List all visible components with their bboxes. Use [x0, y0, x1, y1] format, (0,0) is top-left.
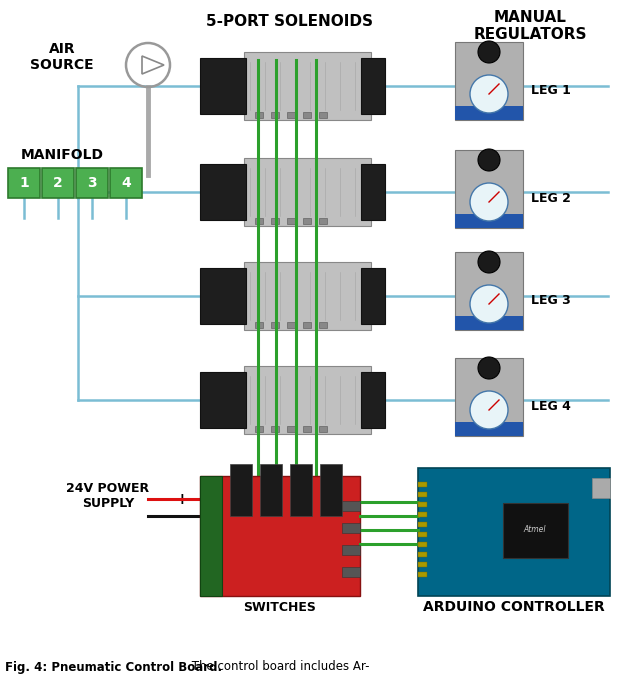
FancyBboxPatch shape: [255, 322, 263, 328]
Text: 1: 1: [19, 176, 29, 190]
FancyBboxPatch shape: [418, 492, 427, 497]
FancyBboxPatch shape: [320, 464, 342, 516]
FancyBboxPatch shape: [287, 426, 295, 432]
Text: 3: 3: [87, 176, 97, 190]
FancyBboxPatch shape: [503, 503, 568, 558]
Circle shape: [470, 75, 508, 113]
FancyBboxPatch shape: [303, 112, 311, 118]
FancyBboxPatch shape: [361, 372, 385, 428]
FancyBboxPatch shape: [418, 552, 427, 557]
Text: -: -: [182, 508, 188, 523]
FancyBboxPatch shape: [271, 218, 279, 224]
FancyBboxPatch shape: [244, 52, 371, 120]
FancyBboxPatch shape: [342, 523, 360, 533]
Text: LEG 3: LEG 3: [531, 294, 571, 307]
FancyBboxPatch shape: [110, 168, 142, 198]
FancyBboxPatch shape: [271, 426, 279, 432]
FancyBboxPatch shape: [592, 478, 610, 498]
FancyBboxPatch shape: [418, 562, 427, 567]
Circle shape: [478, 251, 500, 273]
Circle shape: [478, 149, 500, 171]
FancyBboxPatch shape: [342, 501, 360, 511]
Circle shape: [478, 41, 500, 63]
FancyBboxPatch shape: [418, 572, 427, 577]
Circle shape: [478, 357, 500, 379]
Circle shape: [470, 391, 508, 429]
FancyBboxPatch shape: [455, 150, 523, 228]
FancyBboxPatch shape: [290, 464, 312, 516]
FancyBboxPatch shape: [255, 112, 263, 118]
Text: Fig. 4: Pneumatic Control Board.: Fig. 4: Pneumatic Control Board.: [5, 661, 222, 674]
FancyBboxPatch shape: [418, 522, 427, 527]
Text: ARDUINO CONTROLLER: ARDUINO CONTROLLER: [423, 600, 605, 614]
FancyBboxPatch shape: [418, 542, 427, 547]
FancyBboxPatch shape: [455, 252, 523, 330]
Text: MOSFET
SWITCHES: MOSFET SWITCHES: [244, 586, 316, 614]
FancyBboxPatch shape: [455, 214, 523, 228]
FancyBboxPatch shape: [361, 164, 385, 220]
FancyBboxPatch shape: [230, 464, 252, 516]
FancyBboxPatch shape: [200, 372, 246, 428]
Text: 24V POWER
SUPPLY: 24V POWER SUPPLY: [67, 482, 150, 510]
FancyBboxPatch shape: [455, 42, 523, 120]
Text: LEG 4: LEG 4: [531, 401, 571, 414]
FancyBboxPatch shape: [455, 106, 523, 120]
FancyBboxPatch shape: [361, 58, 385, 114]
Text: MANIFOLD: MANIFOLD: [20, 148, 104, 162]
FancyBboxPatch shape: [200, 476, 222, 596]
FancyBboxPatch shape: [319, 112, 327, 118]
FancyBboxPatch shape: [287, 112, 295, 118]
Text: AIR
SOURCE: AIR SOURCE: [30, 42, 94, 72]
Circle shape: [470, 285, 508, 323]
FancyBboxPatch shape: [342, 567, 360, 577]
FancyBboxPatch shape: [319, 322, 327, 328]
FancyBboxPatch shape: [303, 426, 311, 432]
FancyBboxPatch shape: [418, 468, 610, 596]
FancyBboxPatch shape: [287, 322, 295, 328]
FancyBboxPatch shape: [418, 512, 427, 517]
FancyBboxPatch shape: [244, 158, 371, 226]
FancyBboxPatch shape: [342, 545, 360, 555]
Text: Atmel: Atmel: [524, 525, 547, 535]
FancyBboxPatch shape: [42, 168, 74, 198]
Circle shape: [470, 183, 508, 221]
FancyBboxPatch shape: [418, 502, 427, 507]
Text: 5-PORT SOLENOIDS: 5-PORT SOLENOIDS: [207, 14, 374, 29]
FancyBboxPatch shape: [8, 168, 40, 198]
FancyBboxPatch shape: [319, 218, 327, 224]
FancyBboxPatch shape: [200, 268, 246, 324]
FancyBboxPatch shape: [271, 112, 279, 118]
FancyBboxPatch shape: [200, 58, 246, 114]
Text: MANUAL
REGULATORS: MANUAL REGULATORS: [473, 10, 587, 43]
Text: 2: 2: [53, 176, 63, 190]
FancyBboxPatch shape: [271, 322, 279, 328]
FancyBboxPatch shape: [244, 366, 371, 434]
FancyBboxPatch shape: [361, 268, 385, 324]
FancyBboxPatch shape: [418, 532, 427, 537]
Text: LEG 2: LEG 2: [531, 192, 571, 206]
FancyBboxPatch shape: [200, 476, 360, 596]
FancyBboxPatch shape: [319, 426, 327, 432]
Text: LEG 1: LEG 1: [531, 85, 571, 97]
FancyBboxPatch shape: [303, 218, 311, 224]
FancyBboxPatch shape: [255, 426, 263, 432]
FancyBboxPatch shape: [255, 218, 263, 224]
FancyBboxPatch shape: [455, 316, 523, 330]
FancyBboxPatch shape: [455, 358, 523, 436]
FancyBboxPatch shape: [76, 168, 108, 198]
FancyBboxPatch shape: [244, 262, 371, 330]
Text: +: +: [175, 492, 188, 506]
Text: The control board includes Ar-: The control board includes Ar-: [188, 661, 369, 674]
FancyBboxPatch shape: [260, 464, 282, 516]
FancyBboxPatch shape: [418, 482, 427, 487]
FancyBboxPatch shape: [200, 164, 246, 220]
FancyBboxPatch shape: [287, 218, 295, 224]
Text: 4: 4: [121, 176, 131, 190]
FancyBboxPatch shape: [455, 422, 523, 436]
FancyBboxPatch shape: [303, 322, 311, 328]
